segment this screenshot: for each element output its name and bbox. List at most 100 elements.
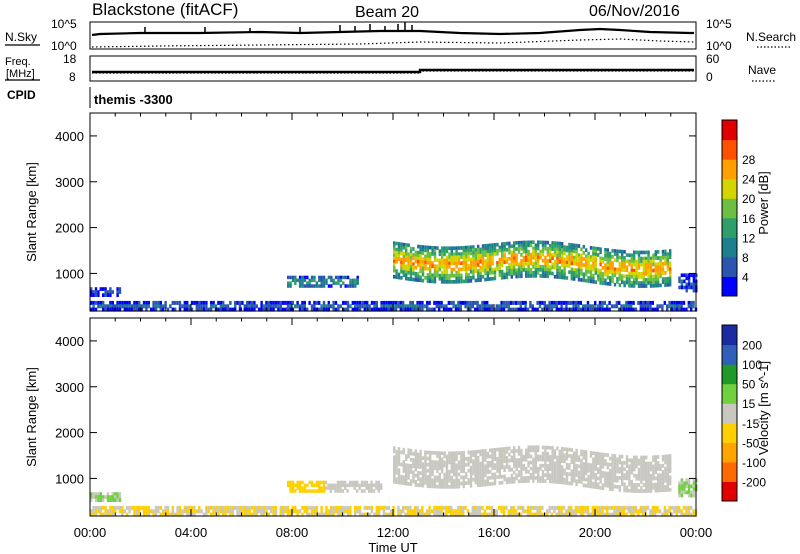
- data-cell: [645, 256, 648, 261]
- data-cell: [532, 457, 535, 462]
- data-cell: [654, 485, 657, 490]
- data-cell: [561, 480, 564, 485]
- data-cell: [532, 469, 535, 474]
- data-cell: [382, 304, 386, 309]
- data-cell: [313, 275, 316, 280]
- data-cell: [157, 300, 160, 305]
- colorbar-swatch: [722, 217, 737, 238]
- data-cell: [503, 477, 506, 482]
- data-cell: [377, 489, 380, 493]
- data-cell: [498, 472, 501, 476]
- data-cell: [421, 509, 424, 514]
- data-cell: [680, 493, 684, 498]
- data-cell: [670, 307, 674, 312]
- data-cell: [111, 505, 114, 510]
- data-cell: [589, 469, 593, 473]
- data-cell: [563, 269, 566, 274]
- data-cell: [397, 505, 400, 510]
- data-cell: [433, 478, 437, 483]
- data-cell: [630, 489, 633, 493]
- data-cell: [520, 240, 523, 245]
- data-cell: [580, 247, 583, 252]
- data-cell: [633, 253, 636, 258]
- data-cell: [541, 512, 544, 517]
- data-cell: [496, 469, 499, 473]
- data-cell: [395, 253, 398, 258]
- data-cell: [327, 304, 330, 309]
- data-cell: [174, 307, 177, 312]
- data-cell: [417, 263, 420, 267]
- data-cell: [393, 247, 396, 252]
- data-cell: [493, 249, 497, 253]
- data-cell: [471, 300, 474, 305]
- data-cell: [114, 495, 117, 499]
- data-cell: [537, 246, 540, 251]
- data-cell: [520, 271, 523, 275]
- data-cell: [670, 300, 674, 305]
- data-cell: [613, 505, 616, 510]
- data-cell: [469, 248, 473, 253]
- data-cell: [212, 304, 215, 309]
- data-cell: [419, 269, 422, 274]
- data-cell: [561, 260, 564, 264]
- data-cell: [231, 505, 234, 510]
- data-cell: [505, 477, 509, 482]
- data-cell: [378, 505, 381, 510]
- data-cell: [378, 307, 381, 312]
- data-cell: [551, 446, 554, 450]
- data-cell: [483, 307, 486, 312]
- data-cell: [522, 268, 525, 272]
- data-cell: [412, 262, 415, 267]
- data-cell: [334, 307, 338, 312]
- data-cell: [642, 512, 645, 517]
- data-cell: [421, 505, 424, 510]
- data-cell: [520, 268, 523, 272]
- data-cell: [479, 480, 482, 484]
- data-cell: [92, 307, 95, 312]
- data-cell: [625, 488, 629, 493]
- data-cell: [481, 300, 484, 305]
- data-cell: [368, 486, 371, 490]
- data-cell: [462, 469, 465, 473]
- data-cell: [460, 469, 463, 474]
- data-cell: [625, 268, 629, 273]
- colorbar-swatch: [722, 442, 737, 463]
- data-cell: [303, 486, 307, 490]
- data-cell: [417, 474, 420, 478]
- data-cell: [366, 505, 369, 510]
- data-cell: [426, 273, 429, 277]
- data-cell: [623, 485, 626, 490]
- time-tick-label: 04:00: [175, 525, 208, 540]
- data-cell: [678, 505, 681, 510]
- data-cell: [645, 486, 648, 490]
- data-cell: [657, 274, 660, 279]
- data-cell: [609, 263, 612, 268]
- data-cell: [594, 467, 597, 471]
- data-cell: [594, 280, 597, 284]
- data-cell: [580, 464, 583, 469]
- data-cell: [541, 246, 545, 251]
- data-cell: [241, 505, 244, 510]
- data-cell: [585, 459, 588, 464]
- data-cell: [592, 261, 595, 266]
- data-cell: [469, 279, 473, 283]
- data-cell: [253, 307, 256, 312]
- data-cell: [339, 512, 342, 517]
- data-cell: [457, 258, 461, 263]
- data-cell: [118, 304, 122, 309]
- data-cell: [428, 509, 431, 514]
- data-cell: [450, 451, 453, 456]
- data-cell: [587, 462, 590, 467]
- data-cell: [111, 512, 114, 517]
- data-cell: [505, 300, 508, 305]
- data-cell: [426, 475, 429, 479]
- data-cell: [611, 478, 614, 482]
- data-cell: [635, 489, 638, 493]
- data-cell: [457, 509, 460, 514]
- data-cell: [484, 277, 487, 282]
- data-cell: [549, 253, 552, 257]
- data-cell: [514, 307, 518, 312]
- data-cell: [426, 254, 429, 259]
- data-cell: [666, 457, 669, 462]
- data-cell: [622, 304, 626, 309]
